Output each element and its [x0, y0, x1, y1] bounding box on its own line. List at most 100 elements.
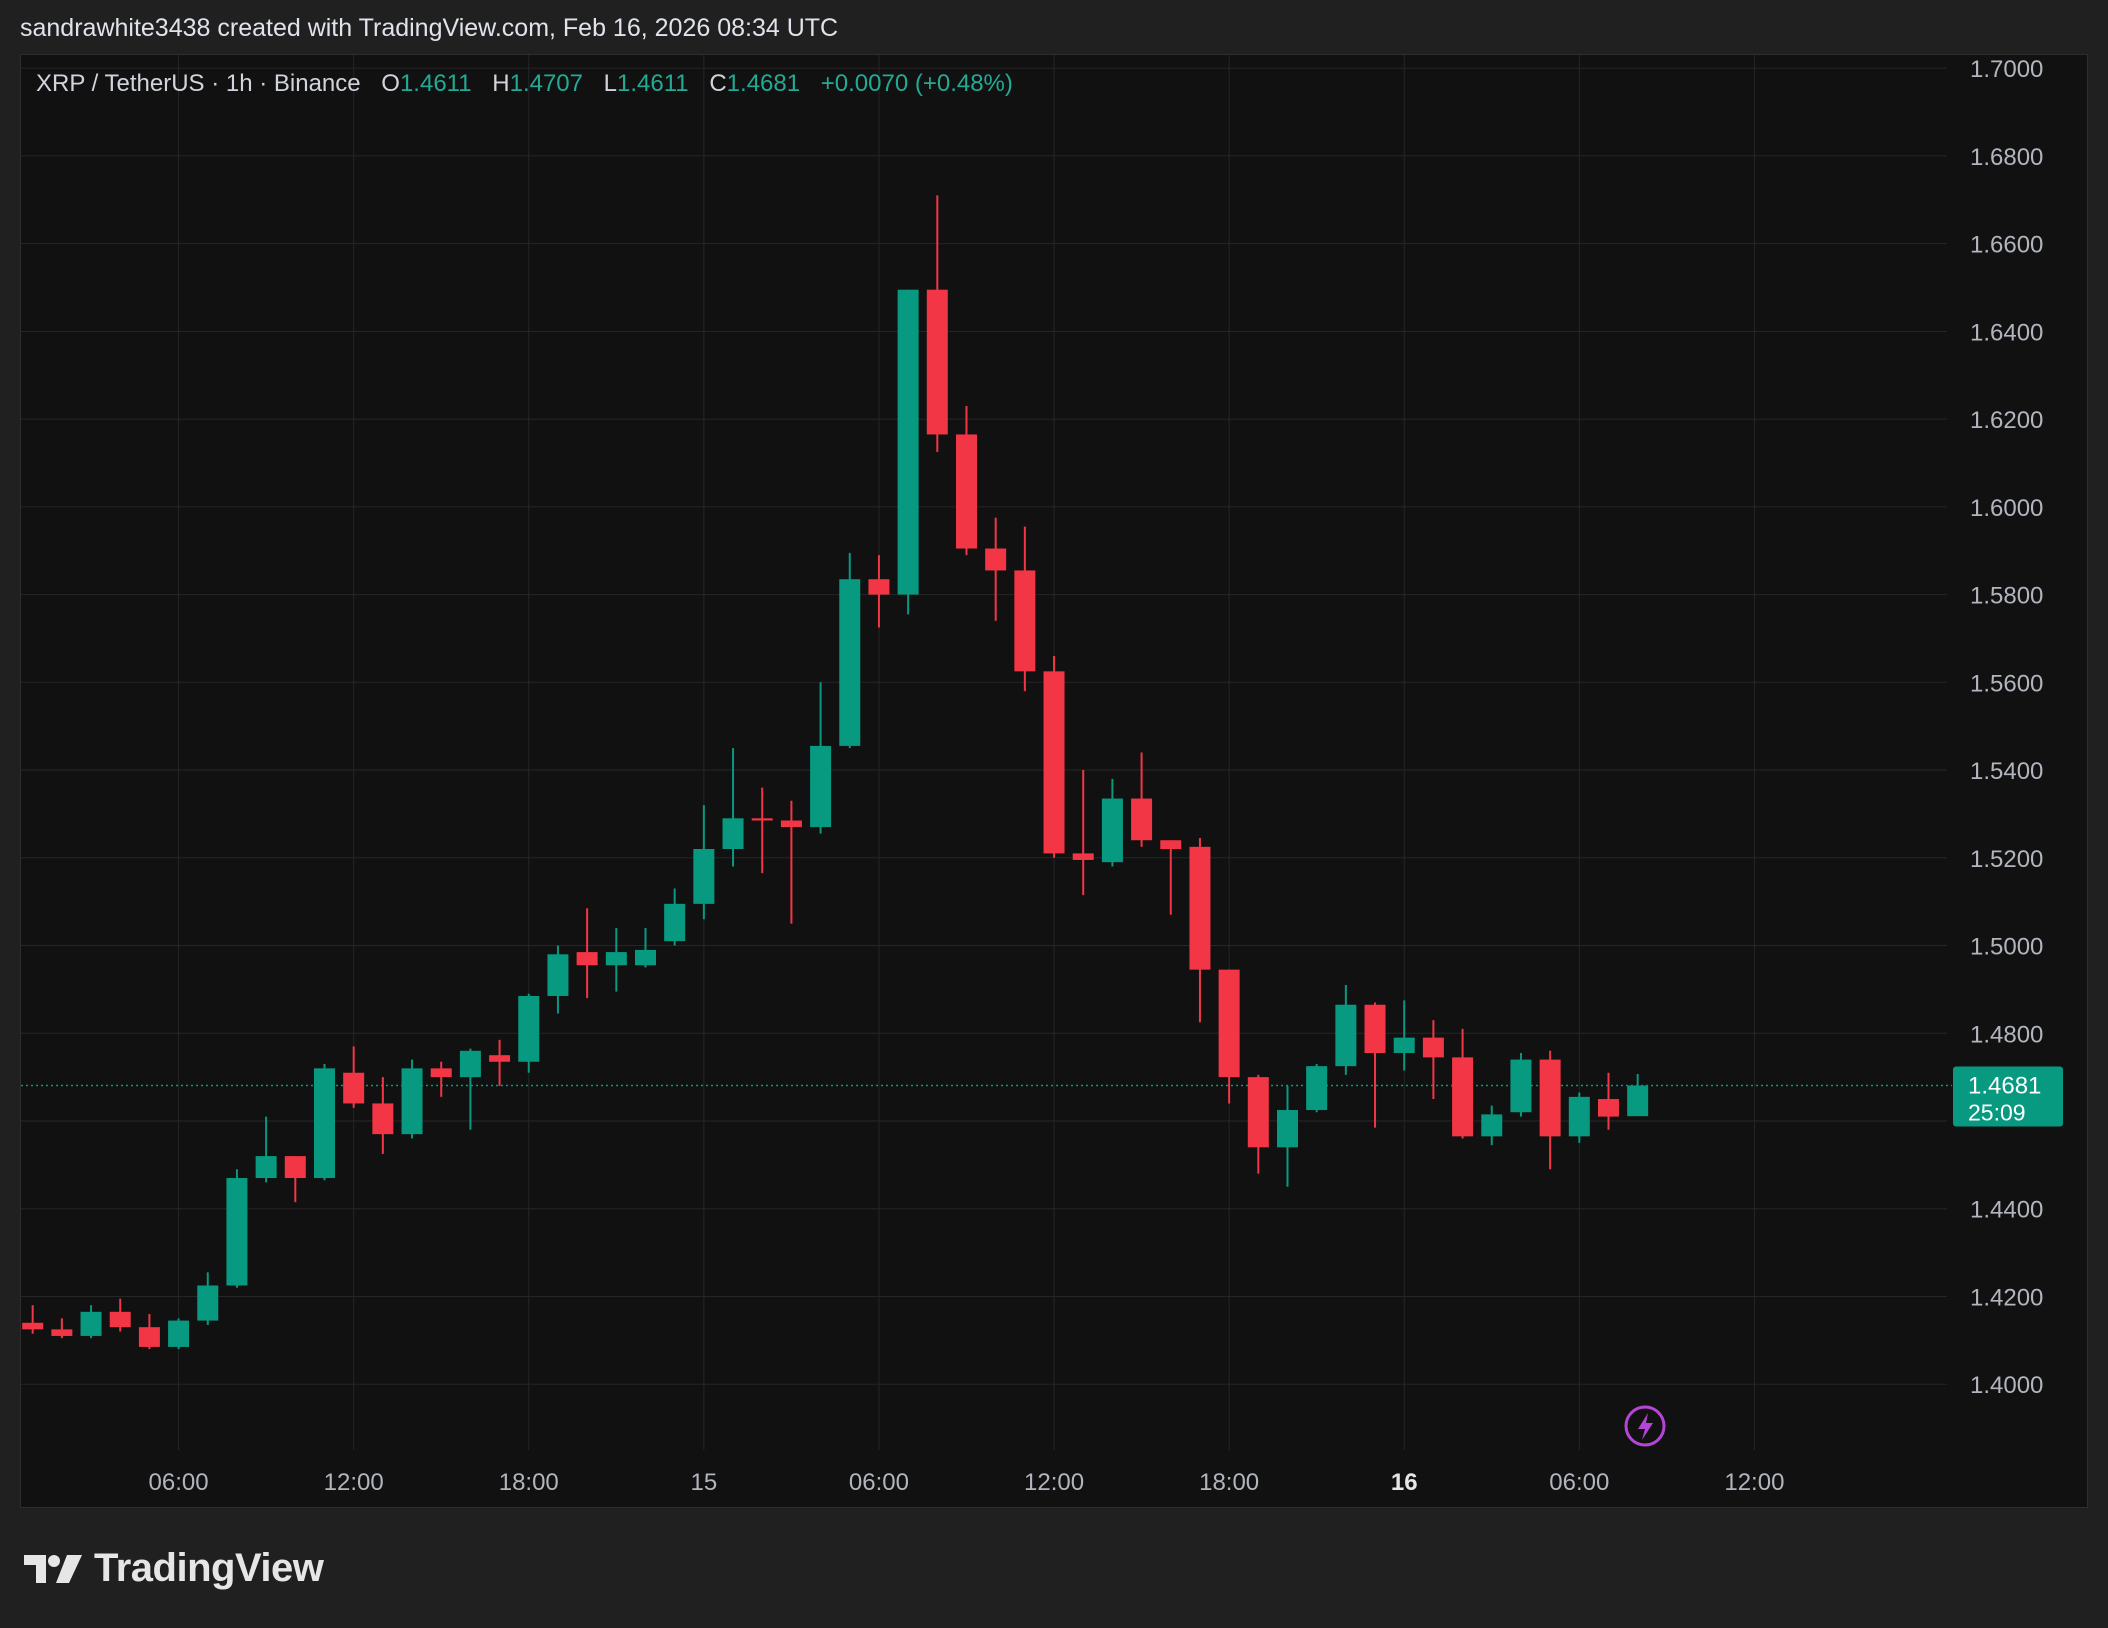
time-tick-label: 06:00: [849, 1469, 909, 1496]
candle: [226, 1169, 248, 1288]
price-tick-label: 1.4800: [1970, 1021, 2043, 1048]
candle-body: [1335, 1004, 1357, 1067]
candle-body: [430, 1068, 452, 1078]
time-tick-label: 12:00: [324, 1469, 384, 1496]
candle: [255, 1116, 277, 1183]
candle: [955, 405, 977, 556]
price-tick-label: 1.6600: [1970, 232, 2043, 259]
candle: [810, 682, 832, 834]
candle-body: [284, 1156, 306, 1179]
candle-body: [1072, 853, 1094, 860]
candle-body: [1218, 969, 1240, 1078]
candle-body: [168, 1320, 190, 1347]
time-tick-label: 06:00: [1549, 1469, 1609, 1496]
candle-body: [1597, 1099, 1619, 1117]
candle: [1597, 1072, 1619, 1130]
candle: [1422, 1020, 1444, 1100]
candle-body: [80, 1311, 102, 1336]
candle-body: [547, 954, 569, 996]
legend-symbol[interactable]: XRP / TetherUS · 1h · Binance: [36, 70, 361, 97]
candle-body: [751, 818, 773, 821]
candle: [284, 1156, 306, 1203]
tradingview-wordmark: TradingView: [94, 1546, 324, 1590]
time-tick-label: 15: [691, 1469, 718, 1496]
bar-countdown-label: 25:09: [1968, 1099, 2026, 1125]
tradingview-logo[interactable]: TradingView: [24, 1546, 324, 1591]
candle: [576, 908, 598, 999]
candle-body: [255, 1156, 277, 1179]
time-tick-label: 18:00: [499, 1469, 559, 1496]
candle-body: [197, 1285, 219, 1321]
candle-body: [1306, 1066, 1328, 1111]
candle-body: [693, 849, 715, 904]
candle: [1627, 1074, 1649, 1117]
symbol-legend[interactable]: XRP / TetherUS · 1h · Binance O1.4611 H1…: [36, 70, 1013, 98]
candle: [1335, 985, 1357, 1075]
candle-body: [343, 1072, 365, 1104]
candle-body: [401, 1068, 423, 1135]
candle: [197, 1272, 219, 1325]
candle-body: [664, 903, 686, 942]
legend-low-label: L: [603, 70, 618, 97]
candle: [489, 1039, 511, 1086]
candle-body: [1101, 798, 1123, 863]
candle-body: [897, 289, 919, 595]
price-tick-label: 1.6000: [1970, 495, 2043, 522]
price-axis[interactable]: 1.7000 1.6800 1.6600 1.6400 1.6200 1.6000 1.58…: [1970, 56, 2043, 1399]
candle: [926, 195, 948, 453]
candle: [1364, 1002, 1386, 1128]
candle: [985, 517, 1007, 621]
legend-open-value: 1.4611: [399, 70, 472, 97]
candle: [1014, 526, 1036, 692]
flash-icon[interactable]: [1624, 1405, 1666, 1447]
candle-body: [1189, 846, 1211, 970]
candle-body: [722, 818, 744, 850]
candle: [664, 888, 686, 946]
price-tick-label: 1.5400: [1970, 758, 2043, 785]
candle: [634, 927, 656, 968]
price-tick-label: 1.5800: [1970, 583, 2043, 610]
candle-body: [51, 1329, 73, 1336]
candle: [109, 1298, 131, 1332]
candle: [22, 1305, 44, 1334]
candle-body: [1247, 1077, 1269, 1148]
last-price-tag-bg: [1953, 1066, 2063, 1127]
candle-body: [313, 1068, 335, 1179]
candle-body: [955, 434, 977, 549]
candle: [372, 1077, 394, 1154]
candle: [868, 555, 890, 628]
candle: [547, 945, 569, 1014]
candle-body: [1393, 1037, 1415, 1053]
candle: [459, 1048, 481, 1130]
candle-body: [1364, 1004, 1386, 1053]
candles: [22, 195, 1649, 1350]
price-tick-label: 1.5600: [1970, 670, 2043, 697]
legend-low-value: 1.4611: [617, 70, 689, 97]
legend-change: +0.0070 (+0.48%): [820, 70, 1013, 97]
candle: [518, 993, 540, 1073]
price-tick-label: 1.6200: [1970, 407, 2043, 434]
chart-grid: [21, 55, 1947, 1450]
candle: [780, 800, 802, 924]
price-tick-label: 1.6800: [1970, 144, 2043, 171]
candle-body: [22, 1322, 44, 1330]
time-axis[interactable]: 06:00 12:00 18:00 15 06:00 12:00 18:00 16 06:00 1…: [149, 1469, 1785, 1496]
candle-body: [839, 579, 861, 746]
candle: [51, 1318, 73, 1339]
price-tick-label: 1.5000: [1970, 934, 2043, 961]
candle: [722, 748, 744, 867]
legend-high-value: 1.4707: [509, 70, 583, 97]
legend-open-label: O: [381, 70, 400, 97]
candle: [1276, 1085, 1298, 1187]
candle-body: [985, 548, 1007, 571]
legend-close-label: C: [709, 70, 727, 97]
candle: [1189, 838, 1211, 1023]
candle: [168, 1318, 190, 1350]
candle-body: [605, 952, 627, 966]
time-tick-label: 12:00: [1724, 1469, 1784, 1496]
candle-body: [810, 745, 832, 828]
flash-icon-ring: [1624, 1405, 1666, 1447]
candle: [605, 927, 627, 992]
candle: [693, 805, 715, 920]
